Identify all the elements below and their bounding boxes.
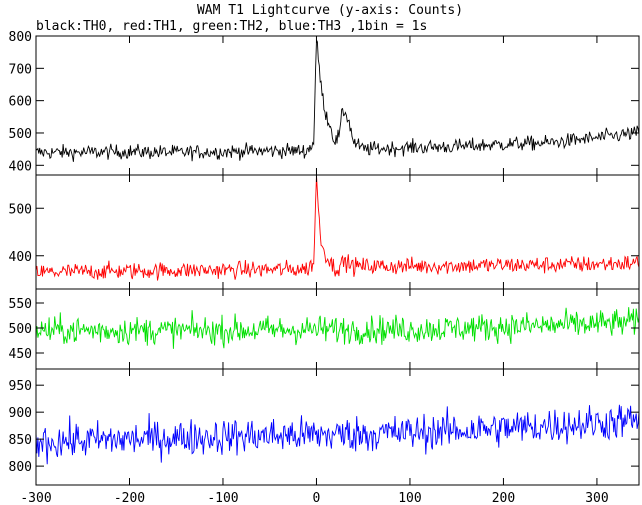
x-tick-label: 100 bbox=[398, 491, 421, 505]
y-tick-label: 500 bbox=[9, 322, 32, 337]
x-tick-label: -200 bbox=[114, 491, 145, 505]
chart-title: WAM T1 Lightcurve (y-axis: Counts) bbox=[197, 3, 463, 18]
series-line-th2 bbox=[36, 307, 639, 349]
panel-th3: 800 850 900 950 bbox=[9, 368, 640, 486]
x-tick-label: 200 bbox=[492, 491, 515, 505]
x-tick-label: 300 bbox=[585, 491, 608, 505]
y-tick-label: 400 bbox=[9, 250, 32, 265]
panel-th0: 400 500 600 700 800 bbox=[9, 30, 640, 176]
chart-panels: 400 500 600 700 800 400 500 450 500 550 800 850 900 9… bbox=[9, 30, 640, 505]
panel-frame bbox=[35, 368, 640, 486]
panel-th2: 450 500 550 bbox=[9, 288, 640, 370]
panel-th1: 400 500 bbox=[9, 174, 640, 290]
y-tick-label: 700 bbox=[9, 62, 32, 77]
y-tick-label: 800 bbox=[9, 30, 32, 45]
y-tick-label: 950 bbox=[9, 379, 32, 394]
y-tick-label: 800 bbox=[9, 460, 32, 475]
y-tick-label: 450 bbox=[9, 347, 32, 362]
panel-frame bbox=[35, 35, 640, 176]
x-tick-label: -100 bbox=[207, 491, 238, 505]
y-tick-label: 850 bbox=[9, 433, 32, 448]
y-tick-label: 500 bbox=[9, 202, 32, 217]
series-line-th3 bbox=[36, 404, 639, 465]
x-tick-label: -300 bbox=[20, 491, 51, 505]
y-tick-label: 500 bbox=[9, 127, 32, 142]
y-tick-label: 600 bbox=[9, 95, 32, 110]
series-line-th0 bbox=[36, 39, 639, 162]
series-line-th1 bbox=[36, 175, 639, 281]
y-tick-label: 550 bbox=[9, 297, 32, 312]
x-tick-label: 0 bbox=[313, 491, 321, 505]
y-tick-label: 900 bbox=[9, 406, 32, 421]
y-tick-label: 400 bbox=[9, 159, 32, 174]
chart-subtitle: black:TH0, red:TH1, green:TH2, blue:TH3 … bbox=[36, 19, 427, 34]
